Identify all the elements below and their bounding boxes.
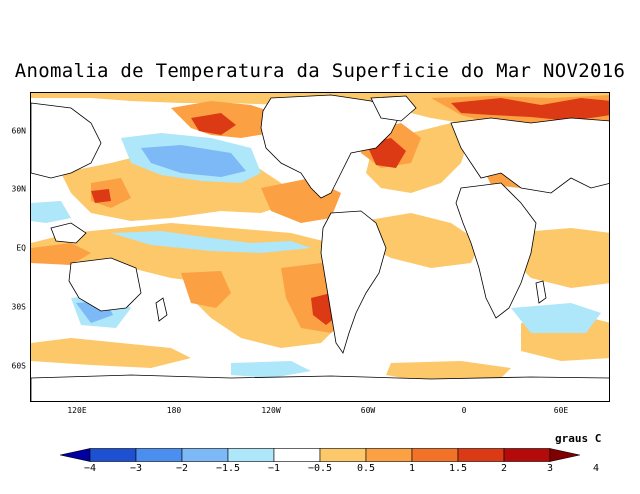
colorbar-segment xyxy=(135,448,183,462)
colorbar-segment xyxy=(181,448,229,462)
lon-label-120e: 120E xyxy=(67,406,87,415)
colorbar-segment xyxy=(227,448,275,462)
colorbar-segment xyxy=(89,448,137,462)
colorbar-tick-label: −3 xyxy=(129,463,143,474)
colorbar xyxy=(60,448,580,462)
colorbar-tick-label: −0.5 xyxy=(307,463,333,474)
colorbar-segment xyxy=(319,448,367,462)
lon-label-0: 0 xyxy=(461,406,467,415)
colorbar-tick-label: 0.5 xyxy=(356,463,376,474)
units-label: graus C xyxy=(555,432,602,445)
lat-label-30s: 30S xyxy=(11,302,26,312)
lat-label-60n: 60N xyxy=(11,126,26,136)
colorbar-tick-label: 4 xyxy=(592,463,600,474)
colorbar-tick-label: −2 xyxy=(175,463,189,474)
colorbar-tick-label: 1 xyxy=(408,463,416,474)
map-title: Anomalia de Temperatura da Superficie do… xyxy=(14,60,626,82)
africa xyxy=(455,182,537,319)
lon-label-120w: 120W xyxy=(261,406,281,415)
colorbar-segment xyxy=(503,448,551,462)
colorbar-segment xyxy=(273,448,321,462)
indonesia xyxy=(50,222,87,244)
lat-label-30n: 30N xyxy=(11,184,26,194)
colorbar-tick-label: −1.5 xyxy=(215,463,241,474)
colorbar-tick-label: 2 xyxy=(500,463,508,474)
lon-label-60w: 60W xyxy=(360,406,376,415)
lon-label-180: 180 xyxy=(166,406,182,415)
asia-east xyxy=(31,102,102,179)
europe-asia xyxy=(450,117,609,194)
colorbar-tick-label: −4 xyxy=(83,463,97,474)
map-canvas xyxy=(31,93,609,401)
colorbar-segment xyxy=(365,448,413,462)
new-zealand xyxy=(155,297,168,322)
lon-label-60e: 60E xyxy=(553,406,569,415)
south-america xyxy=(320,210,387,354)
colorbar-tick-label: 3 xyxy=(546,463,554,474)
continents xyxy=(31,94,609,401)
sst-anomaly-map xyxy=(30,92,610,402)
australia xyxy=(68,257,142,312)
lat-label-eq: EQ xyxy=(16,243,26,253)
colorbar-segment xyxy=(411,448,459,462)
colorbar-tick-label: 1.5 xyxy=(448,463,468,474)
colorbar-segment xyxy=(549,448,580,462)
madagascar xyxy=(535,280,547,304)
cool-anomaly xyxy=(31,133,601,378)
colorbar-segment xyxy=(60,448,91,462)
lat-label-60s: 60S xyxy=(11,361,26,371)
greenland xyxy=(370,95,417,122)
colorbar-segment xyxy=(457,448,505,462)
colorbar-tick-label: −1 xyxy=(267,463,281,474)
antarctica xyxy=(31,374,609,401)
